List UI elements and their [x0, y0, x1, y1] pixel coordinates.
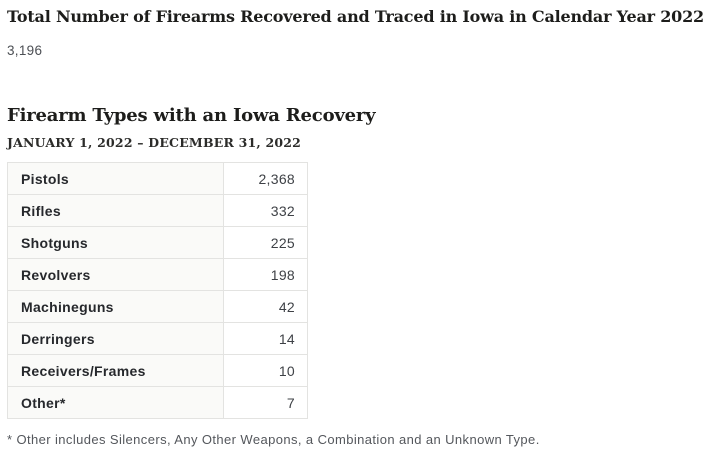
- row-label-cell: Derringers: [7, 322, 224, 355]
- row-value-cell: 10: [223, 354, 308, 387]
- footnote: * Other includes Silencers, Any Other We…: [7, 432, 540, 447]
- row-label-cell: Revolvers: [7, 258, 224, 291]
- page-title: Total Number of Firearms Recovered and T…: [7, 7, 704, 26]
- firearm-table-body: Pistols 2,368 Rifles 332 Shotguns 225 Revolver…: [7, 162, 308, 419]
- row-label-cell: Receivers/Frames: [7, 354, 224, 387]
- total-count: 3,196: [7, 43, 43, 58]
- row-value-cell: 332: [223, 194, 308, 227]
- table-row: Revolvers 198: [7, 258, 308, 291]
- table-row: Receivers/Frames 10: [7, 354, 308, 387]
- row-label-cell: Rifles: [7, 194, 224, 227]
- row-label-cell: Pistols: [7, 162, 224, 195]
- table-row: Pistols 2,368: [7, 162, 308, 195]
- firearm-table: Pistols 2,368 Rifles 332 Shotguns 225 Revolver…: [7, 162, 308, 419]
- row-value-cell: 225: [223, 226, 308, 259]
- section-heading: Firearm Types with an Iowa Recovery: [7, 105, 376, 126]
- row-value-cell: 198: [223, 258, 308, 291]
- row-value-cell: 42: [223, 290, 308, 323]
- row-value-cell: 14: [223, 322, 308, 355]
- row-label-cell: Shotguns: [7, 226, 224, 259]
- row-value-cell: 2,368: [223, 162, 308, 195]
- row-label-cell: Machineguns: [7, 290, 224, 323]
- row-label-cell: Other*: [7, 386, 224, 419]
- table-row: Derringers 14: [7, 322, 308, 355]
- table-row: Rifles 332: [7, 194, 308, 227]
- row-value-cell: 7: [223, 386, 308, 419]
- table-row: Machineguns 42: [7, 290, 308, 323]
- date-range: JANUARY 1, 2022 – DECEMBER 31, 2022: [7, 135, 302, 150]
- table-row: Other* 7: [7, 386, 308, 419]
- table-row: Shotguns 225: [7, 226, 308, 259]
